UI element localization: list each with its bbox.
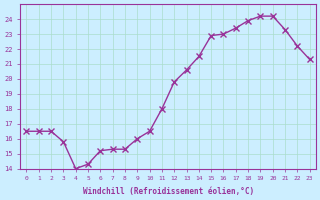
X-axis label: Windchill (Refroidissement éolien,°C): Windchill (Refroidissement éolien,°C) [83, 187, 254, 196]
